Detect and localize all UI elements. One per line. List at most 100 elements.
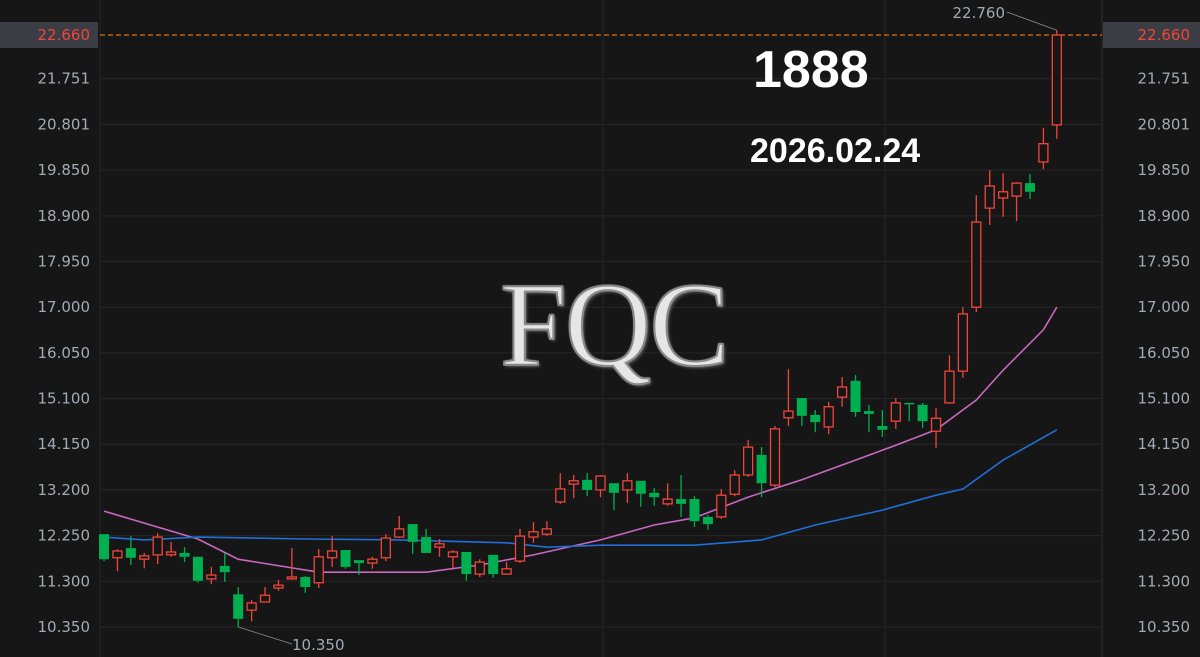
- candle-body-up: [890, 402, 901, 422]
- candle: [233, 587, 244, 627]
- candle-body-up: [112, 550, 123, 559]
- candle-body-down: [192, 556, 203, 581]
- candle-body-up: [139, 555, 150, 560]
- candle-body-down: [917, 404, 928, 422]
- left-axis-tick-label: 16.050: [38, 344, 91, 362]
- candle-body-up: [541, 528, 553, 535]
- candle: [689, 496, 700, 527]
- candle: [273, 579, 284, 591]
- candle-body-down: [796, 398, 807, 416]
- candle: [353, 560, 364, 576]
- candle-body-down: [904, 402, 915, 405]
- candle-body-up: [474, 561, 485, 575]
- candle-body-up: [729, 474, 740, 495]
- candle: [501, 562, 512, 575]
- candle: [582, 473, 593, 497]
- candle: [823, 401, 834, 435]
- candle-body-up: [206, 574, 217, 580]
- candle: [595, 475, 606, 498]
- candle-body-down: [877, 425, 888, 430]
- candles: [99, 30, 1062, 627]
- candle-body-up: [367, 558, 378, 564]
- left-axis-tick-label: 19.850: [38, 161, 91, 179]
- high-leader-line: [1006, 11, 1057, 31]
- left-axis-tick-label: 17.000: [38, 298, 91, 316]
- candle-body-down: [676, 499, 687, 504]
- candle: [769, 425, 781, 488]
- candle-body-up: [273, 584, 284, 589]
- candle: [810, 410, 821, 433]
- candle-body-down: [99, 534, 109, 560]
- candle: [447, 550, 459, 569]
- candle: [179, 547, 190, 563]
- candle-body-down: [179, 552, 190, 557]
- candle: [407, 524, 418, 554]
- candle: [971, 195, 982, 312]
- right-axis-tick-label: 13.200: [1138, 481, 1191, 499]
- candle-body-up: [1038, 143, 1049, 163]
- candle: [192, 556, 203, 583]
- candle-body-up: [434, 543, 445, 548]
- candle-body-down: [340, 550, 351, 567]
- candle-body-up: [783, 410, 794, 419]
- candle: [1011, 182, 1022, 222]
- candle: [421, 528, 432, 553]
- candle-body-down: [233, 594, 244, 619]
- right-axis-tick-label: 18.900: [1138, 207, 1191, 225]
- right-axis-tick-label: 14.150: [1138, 435, 1191, 453]
- candle-body-up: [380, 537, 391, 559]
- candle-body-down: [407, 524, 418, 542]
- right-axis-tick-label: 19.850: [1138, 161, 1191, 179]
- candle: [206, 566, 217, 585]
- candle-body-down: [353, 560, 364, 564]
- candle: [112, 549, 123, 572]
- candle-body-down: [461, 551, 472, 575]
- right-axis-tick-label: 17.000: [1138, 298, 1191, 316]
- candle-body-up: [595, 475, 606, 491]
- candle-body-up: [313, 556, 324, 584]
- candle: [1024, 173, 1035, 199]
- candle: [394, 515, 405, 539]
- left-axis-tick-label: 17.950: [38, 253, 91, 271]
- candle: [1038, 127, 1049, 170]
- candle: [890, 398, 901, 429]
- candle: [246, 600, 257, 622]
- candle: [877, 410, 888, 438]
- candle-body-up: [528, 531, 539, 538]
- candle: [286, 548, 298, 580]
- candle: [326, 536, 338, 567]
- candle-body-up: [743, 446, 754, 476]
- current-price-tag-right: [1103, 22, 1200, 48]
- candle-body-down: [689, 499, 700, 522]
- low-price-label: 10.350: [292, 636, 345, 654]
- left-axis-tick-label: 21.751: [38, 70, 91, 88]
- candle-body-up: [501, 568, 512, 575]
- candle: [555, 473, 566, 504]
- low-leader-line: [238, 626, 293, 645]
- left-axis-tick-label: 13.200: [38, 481, 91, 499]
- candle: [917, 402, 928, 428]
- right-axis-tick-label: 20.801: [1138, 115, 1191, 133]
- candle: [380, 534, 391, 562]
- candle-body-up: [957, 313, 969, 372]
- left-axis-tick-label: 12.250: [38, 527, 91, 545]
- candle: [635, 480, 646, 507]
- right-axis-tick-label: 12.250: [1138, 527, 1191, 545]
- candle-body-up: [662, 498, 673, 505]
- candle: [984, 170, 995, 225]
- candle: [1051, 30, 1062, 139]
- candle-body-down: [1024, 183, 1035, 192]
- left-axis-tick-label: 14.150: [38, 435, 91, 453]
- candle: [756, 447, 767, 498]
- candle: [863, 404, 874, 433]
- price-axes: 22.660 22.660 21.751 21.751 20.801 20.801 19.8…: [0, 22, 1200, 636]
- candle: [434, 538, 445, 557]
- candle: [259, 587, 271, 603]
- candle-body-down: [702, 516, 713, 525]
- left-axis-tick-label: 18.900: [38, 207, 91, 225]
- candle-body-down: [421, 537, 432, 553]
- candle: [836, 376, 848, 407]
- watermark-logo: FQC: [499, 258, 730, 391]
- candle-body-down: [125, 548, 136, 558]
